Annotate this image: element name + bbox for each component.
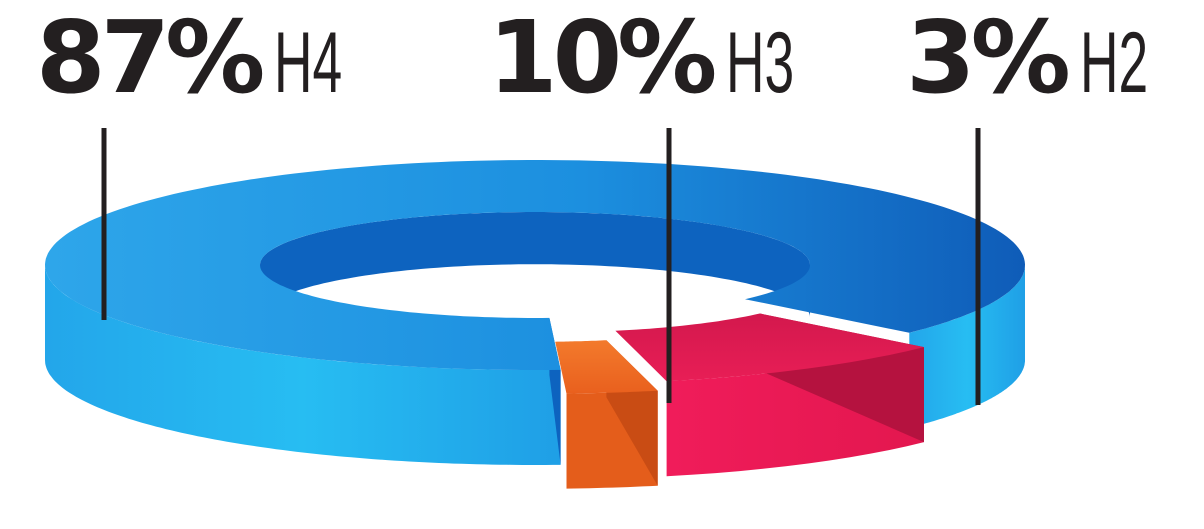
- slice-top-h2: [555, 340, 658, 394]
- data-label-percent-h4: 87%: [36, 0, 265, 116]
- slice-top-h3: [615, 313, 924, 382]
- data-label-percent-h2: 3%: [906, 0, 1071, 116]
- slice-label-h2: 3% H2: [906, 8, 1190, 108]
- slice-label-h4: 87% H4: [36, 8, 384, 108]
- slice-h3: [615, 313, 924, 477]
- data-label-category-h3: H3: [726, 15, 795, 111]
- slice-inner-h4: [260, 212, 810, 318]
- slice-side-h4: [45, 265, 561, 465]
- data-label-category-h4: H4: [274, 15, 343, 111]
- slice-top-h4: [45, 160, 1025, 370]
- slice-side-h4: [909, 265, 1025, 428]
- data-label-percent-h3: 10%: [488, 0, 717, 116]
- slice-label-h3: 10% H3: [488, 8, 836, 108]
- slice-h4: [45, 160, 1025, 465]
- data-label-category-h2: H2: [1079, 15, 1148, 111]
- slice-h2: [555, 340, 658, 489]
